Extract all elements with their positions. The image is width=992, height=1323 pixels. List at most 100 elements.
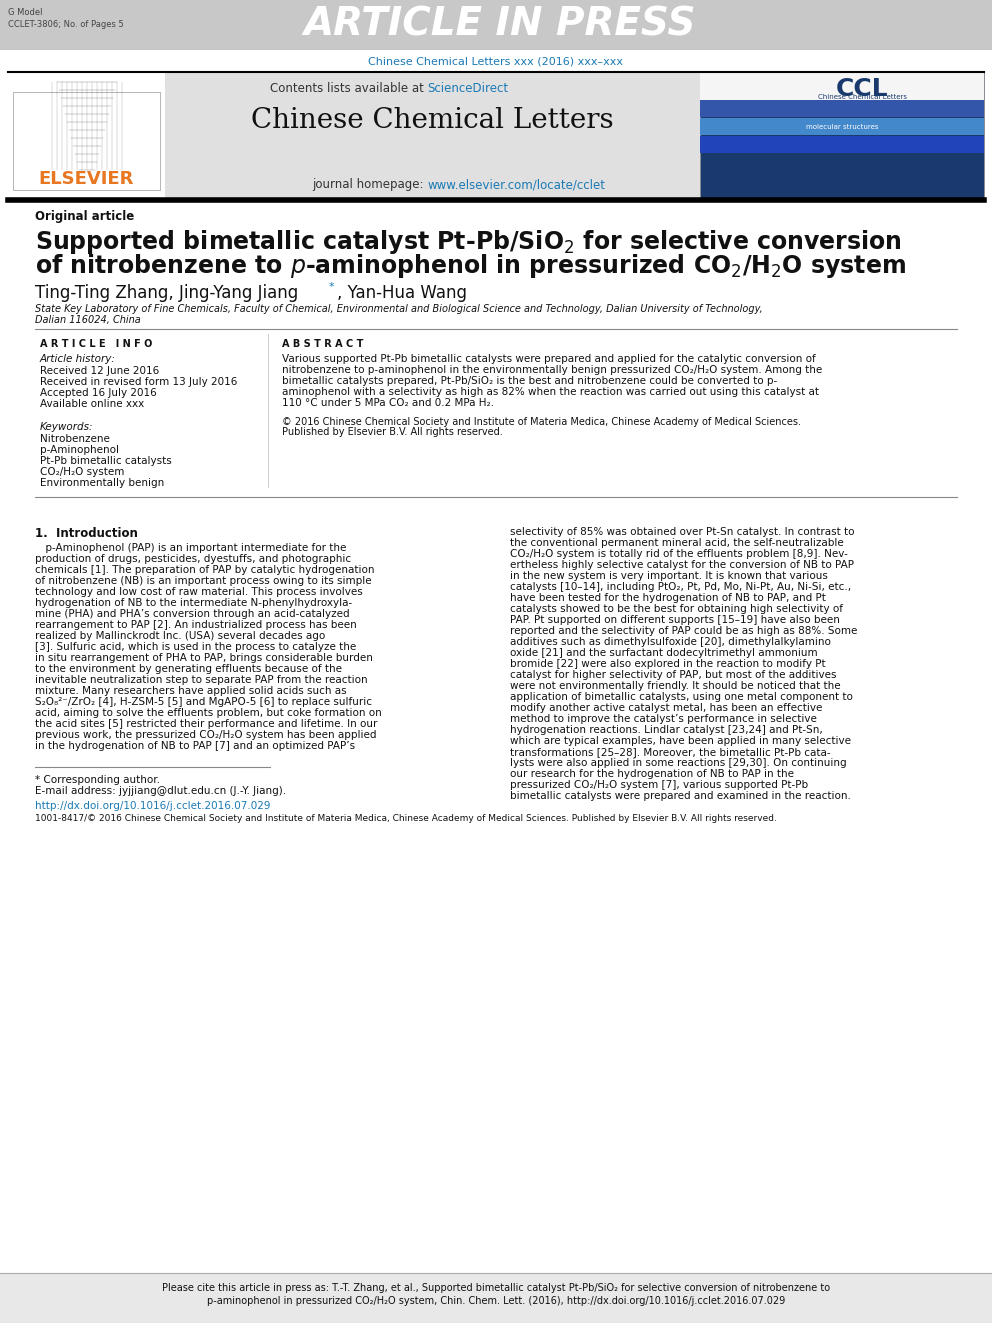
Text: S₂O₈²⁻/ZrO₂ [4], H-ZSM-5 [5] and MgAPO-5 [6] to replace sulfuric: S₂O₈²⁻/ZrO₂ [4], H-ZSM-5 [5] and MgAPO-5… (35, 697, 372, 706)
Text: G Model: G Model (8, 8, 43, 17)
Text: oxide [21] and the surfactant dodecyltrimethyl ammonium: oxide [21] and the surfactant dodecyltri… (510, 648, 817, 658)
Text: mine (PHA) and PHA’s conversion through an acid-catalyzed: mine (PHA) and PHA’s conversion through … (35, 609, 349, 619)
Text: Chinese Chemical Letters xxx (2016) xxx–xxx: Chinese Chemical Letters xxx (2016) xxx–… (368, 56, 624, 66)
Text: were not environmentally friendly. It should be noticed that the: were not environmentally friendly. It sh… (510, 681, 840, 691)
Text: p-Aminophenol: p-Aminophenol (40, 445, 119, 455)
Text: Received 12 June 2016: Received 12 June 2016 (40, 366, 160, 376)
Text: CO₂/H₂O system: CO₂/H₂O system (40, 467, 124, 478)
Text: ARTICLE IN PRESS: ARTICLE IN PRESS (304, 7, 696, 44)
Text: [3]. Sulfuric acid, which is used in the process to catalyze the: [3]. Sulfuric acid, which is used in the… (35, 642, 356, 652)
Text: p-aminophenol in pressurized CO₂/H₂O system, Chin. Chem. Lett. (2016), http://dx: p-aminophenol in pressurized CO₂/H₂O sys… (207, 1297, 785, 1306)
Text: Keywords:: Keywords: (40, 422, 93, 433)
Text: Various supported Pt-Pb bimetallic catalysts were prepared and applied for the c: Various supported Pt-Pb bimetallic catal… (282, 355, 815, 364)
Bar (700, 71, 984, 112)
Text: mixture. Many researchers have applied solid acids such as: mixture. Many researchers have applied s… (35, 687, 346, 696)
Text: pressurized CO₂/H₂O system [7], various supported Pt-Pb: pressurized CO₂/H₂O system [7], various … (510, 781, 808, 790)
Text: transformations [25–28]. Moreover, the bimetallic Pt-Pb cata-: transformations [25–28]. Moreover, the b… (510, 747, 830, 757)
Text: bromide [22] were also explored in the reaction to modify Pt: bromide [22] were also explored in the r… (510, 659, 825, 669)
Text: lysts were also applied in some reactions [29,30]. On continuing: lysts were also applied in some reaction… (510, 758, 846, 767)
Text: Accepted 16 July 2016: Accepted 16 July 2016 (40, 388, 157, 398)
Text: 1001-8417/© 2016 Chinese Chemical Society and Institute of Materia Medica, Chine: 1001-8417/© 2016 Chinese Chemical Societ… (35, 814, 777, 823)
Text: bimetallic catalysts prepared, Pt-Pb/SiO₂ is the best and nitrobenzene could be : bimetallic catalysts prepared, Pt-Pb/SiO… (282, 376, 778, 386)
Text: Please cite this article in press as: T.-T. Zhang, et al., Supported bimetallic : Please cite this article in press as: T.… (162, 1283, 830, 1293)
Text: State Key Laboratory of Fine Chemicals, Faculty of Chemical, Environmental and B: State Key Laboratory of Fine Chemicals, … (35, 304, 763, 314)
Text: which are typical examples, have been applied in many selective: which are typical examples, have been ap… (510, 736, 851, 746)
Text: to the environment by generating effluents because of the: to the environment by generating effluen… (35, 664, 342, 673)
Text: journal homepage:: journal homepage: (312, 179, 428, 191)
Text: technology and low cost of raw material. This process involves: technology and low cost of raw material.… (35, 587, 363, 597)
Bar (165, 71, 700, 200)
Text: www.elsevier.com/locate/cclet: www.elsevier.com/locate/cclet (428, 179, 605, 191)
Text: *: * (329, 282, 334, 292)
Text: nitrobenzene to p-aminophenol in the environmentally benign pressurized CO₂/H₂O : nitrobenzene to p-aminophenol in the env… (282, 365, 822, 374)
Bar (0, 0, 992, 50)
Text: Article history:: Article history: (40, 355, 116, 364)
Text: application of bimetallic catalysts, using one metal component to: application of bimetallic catalysts, usi… (510, 692, 853, 703)
Text: Contents lists available at: Contents lists available at (270, 82, 428, 95)
Text: 110 °C under 5 MPa CO₂ and 0.2 MPa H₂.: 110 °C under 5 MPa CO₂ and 0.2 MPa H₂. (282, 398, 494, 407)
Text: previous work, the pressurized CO₂/H₂O system has been applied: previous work, the pressurized CO₂/H₂O s… (35, 730, 377, 740)
Text: A R T I C L E   I N F O: A R T I C L E I N F O (40, 339, 153, 349)
Text: production of drugs, pesticides, dyestuffs, and photographic: production of drugs, pesticides, dyestuf… (35, 554, 351, 564)
Text: http://dx.doi.org/10.1016/j.cclet.2016.07.029: http://dx.doi.org/10.1016/j.cclet.2016.0… (35, 800, 271, 811)
Text: Nitrobenzene: Nitrobenzene (40, 434, 110, 445)
Text: method to improve the catalyst’s performance in selective: method to improve the catalyst’s perform… (510, 714, 816, 724)
Text: additives such as dimethylsulfoxide [20], dimethylalkylamino: additives such as dimethylsulfoxide [20]… (510, 636, 831, 647)
Text: bimetallic catalysts were prepared and examined in the reaction.: bimetallic catalysts were prepared and e… (510, 791, 851, 800)
Text: A B S T R A C T: A B S T R A C T (282, 339, 363, 349)
Text: catalysts [10–14], including PtO₂, Pt, Pd, Mo, Ni-Pt, Au, Ni-Si, etc.,: catalysts [10–14], including PtO₂, Pt, P… (510, 582, 851, 591)
Text: of nitrobenzene to $\it{p}$-aminophenol in pressurized CO$_2$/H$_2$O system: of nitrobenzene to $\it{p}$-aminophenol … (35, 251, 906, 280)
Text: acid, aiming to solve the effluents problem, but coke formation on: acid, aiming to solve the effluents prob… (35, 708, 382, 718)
Text: CCL: CCL (835, 77, 888, 101)
Text: hydrogenation of NB to the intermediate N-phenylhydroxyla-: hydrogenation of NB to the intermediate … (35, 598, 352, 609)
Text: have been tested for the hydrogenation of NB to PAP, and Pt: have been tested for the hydrogenation o… (510, 593, 826, 603)
Text: in situ rearrangement of PHA to PAP, brings considerable burden: in situ rearrangement of PHA to PAP, bri… (35, 654, 373, 663)
Text: realized by Mallinckrodt Inc. (USA) several decades ago: realized by Mallinckrodt Inc. (USA) seve… (35, 631, 325, 642)
Text: © 2016 Chinese Chemical Society and Institute of Materia Medica, Chinese Academy: © 2016 Chinese Chemical Society and Inst… (282, 417, 801, 427)
Text: ScienceDirect: ScienceDirect (428, 82, 509, 95)
Bar (700, 136, 984, 153)
Text: Ting-Ting Zhang, Jing-Yang Jiang: Ting-Ting Zhang, Jing-Yang Jiang (35, 284, 299, 302)
Text: catalysts showed to be the best for obtaining high selectivity of: catalysts showed to be the best for obta… (510, 605, 843, 614)
Bar (700, 71, 984, 200)
Text: reported and the selectivity of PAP could be as high as 88%. Some: reported and the selectivity of PAP coul… (510, 626, 857, 636)
Text: our research for the hydrogenation of NB to PAP in the: our research for the hydrogenation of NB… (510, 769, 794, 779)
Text: E-mail address: jyjjiang@dlut.edu.cn (J.-Y. Jiang).: E-mail address: jyjjiang@dlut.edu.cn (J.… (35, 786, 286, 796)
Text: PAP. Pt supported on different supports [15–19] have also been: PAP. Pt supported on different supports … (510, 615, 840, 624)
Text: CCLET-3806; No. of Pages 5: CCLET-3806; No. of Pages 5 (8, 20, 124, 29)
Text: Published by Elsevier B.V. All rights reserved.: Published by Elsevier B.V. All rights re… (282, 427, 503, 437)
Text: * Corresponding author.: * Corresponding author. (35, 775, 160, 785)
Text: Pt-Pb bimetallic catalysts: Pt-Pb bimetallic catalysts (40, 456, 172, 466)
Text: Dalian 116024, China: Dalian 116024, China (35, 315, 141, 325)
Bar (0, 1273, 992, 1323)
Text: ELSEVIER: ELSEVIER (39, 169, 134, 188)
Text: Chinese Chemical Letters: Chinese Chemical Letters (817, 94, 907, 101)
Text: , Yan-Hua Wang: , Yan-Hua Wang (337, 284, 467, 302)
Text: Available online xxx: Available online xxx (40, 400, 144, 409)
Text: 1.  Introduction: 1. Introduction (35, 527, 138, 540)
Text: in the hydrogenation of NB to PAP [7] and an optimized PAP’s: in the hydrogenation of NB to PAP [7] an… (35, 741, 355, 751)
Bar (13, 93, 160, 191)
Text: modify another active catalyst metal, has been an effective: modify another active catalyst metal, ha… (510, 703, 822, 713)
Text: Chinese Chemical Letters: Chinese Chemical Letters (251, 107, 614, 134)
Text: of nitrobenzene (NB) is an important process owing to its simple: of nitrobenzene (NB) is an important pro… (35, 576, 372, 586)
Text: ertheless highly selective catalyst for the conversion of NB to PAP: ertheless highly selective catalyst for … (510, 560, 854, 570)
Text: selectivity of 85% was obtained over Pt-Sn catalyst. In contrast to: selectivity of 85% was obtained over Pt-… (510, 527, 854, 537)
Text: Original article: Original article (35, 210, 134, 224)
Text: in the new system is very important. It is known that various: in the new system is very important. It … (510, 572, 828, 581)
Text: hydrogenation reactions. Lindlar catalyst [23,24] and Pt-Sn,: hydrogenation reactions. Lindlar catalys… (510, 725, 822, 736)
Text: chemicals [1]. The preparation of PAP by catalytic hydrogenation: chemicals [1]. The preparation of PAP by… (35, 565, 375, 576)
Text: Environmentally benign: Environmentally benign (40, 478, 165, 488)
Text: CO₂/H₂O system is totally rid of the effluents problem [8,9]. Nev-: CO₂/H₂O system is totally rid of the eff… (510, 549, 848, 560)
Text: inevitable neutralization step to separate PAP from the reaction: inevitable neutralization step to separa… (35, 675, 368, 685)
Text: the conventional permanent mineral acid, the self-neutralizable: the conventional permanent mineral acid,… (510, 538, 844, 548)
Text: molecular structures: molecular structures (806, 124, 878, 130)
Bar (700, 101, 984, 116)
Bar (700, 118, 984, 135)
Text: rearrangement to PAP [2]. An industrialized process has been: rearrangement to PAP [2]. An industriali… (35, 620, 357, 630)
Text: p-Aminophenol (PAP) is an important intermediate for the: p-Aminophenol (PAP) is an important inte… (35, 542, 346, 553)
Text: Received in revised form 13 July 2016: Received in revised form 13 July 2016 (40, 377, 237, 388)
Text: aminophenol with a selectivity as high as 82% when the reaction was carried out : aminophenol with a selectivity as high a… (282, 388, 819, 397)
Text: catalyst for higher selectivity of PAP, but most of the additives: catalyst for higher selectivity of PAP, … (510, 669, 836, 680)
Text: Supported bimetallic catalyst Pt-Pb/SiO$_2$ for selective conversion: Supported bimetallic catalyst Pt-Pb/SiO$… (35, 228, 902, 255)
